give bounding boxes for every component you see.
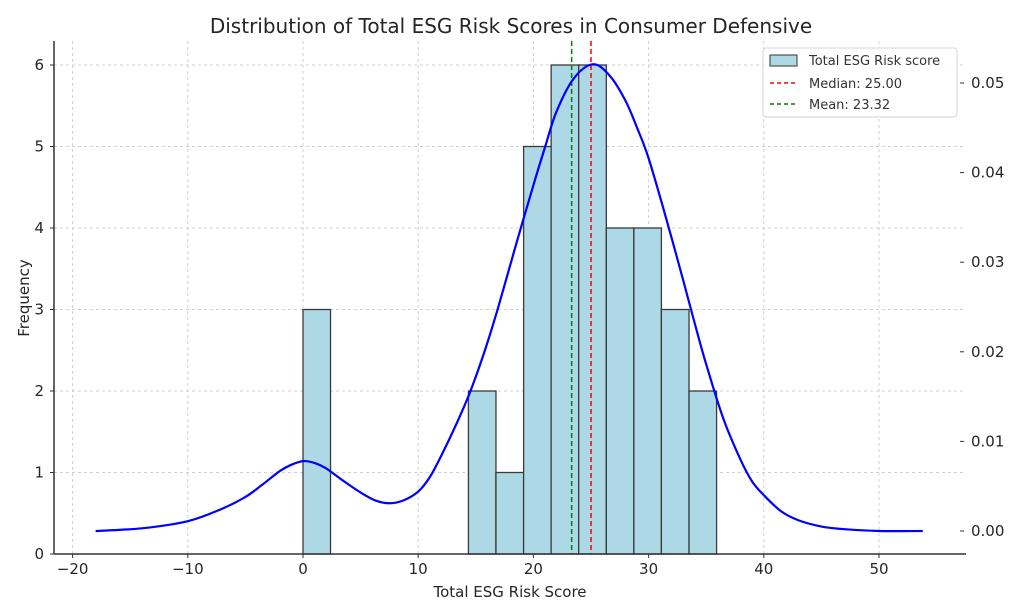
y-axis-label: Frequency xyxy=(15,259,33,337)
x-tick-label: 20 xyxy=(524,560,543,578)
x-axis-ticks: −20 −10 0 10 20 30 40 50 xyxy=(57,554,889,578)
legend-label-histogram: Total ESG Risk score xyxy=(808,54,940,69)
y2-tick-label: 0.00 xyxy=(971,522,1004,540)
histogram-bar xyxy=(467,390,497,555)
y2-tick-label: 0.05 xyxy=(971,74,1004,92)
y-tick-label: 4 xyxy=(34,219,44,237)
y-tick-label: 6 xyxy=(34,56,44,74)
axes xyxy=(53,41,966,555)
x-tick-label: 30 xyxy=(639,560,658,578)
y-tick-label: 1 xyxy=(34,464,44,482)
y-tick-label: 2 xyxy=(34,382,44,400)
y2-axis-ticks: 0.00 0.01 0.02 0.03 0.04 0.05 xyxy=(960,74,1004,540)
y-axis-ticks: 0 1 2 3 4 5 6 xyxy=(34,56,54,563)
histogram-bar xyxy=(495,471,525,555)
reference-lines xyxy=(570,41,592,554)
y2-tick-label: 0.02 xyxy=(971,343,1004,361)
y2-tick-label: 0.03 xyxy=(971,253,1004,271)
x-tick-label: 10 xyxy=(409,560,428,578)
chart-title: Distribution of Total ESG Risk Scores in… xyxy=(210,14,812,38)
histogram-bar xyxy=(550,64,580,555)
legend-label-mean: Mean: 23.32 xyxy=(809,98,890,113)
y-tick-label: 3 xyxy=(34,301,44,319)
x-tick-label: 40 xyxy=(754,560,773,578)
histogram-bars xyxy=(302,64,718,555)
legend-label-median: Median: 25.00 xyxy=(809,77,902,92)
histogram-bar xyxy=(578,64,607,555)
x-tick-label: −10 xyxy=(172,560,204,578)
kde-curve xyxy=(95,63,923,533)
histogram-bar xyxy=(660,308,690,555)
y2-tick-label: 0.01 xyxy=(971,432,1004,450)
legend-box xyxy=(762,47,958,118)
y-tick-label: 0 xyxy=(34,545,44,563)
legend-swatch-histogram xyxy=(769,54,798,67)
grid xyxy=(54,41,966,554)
y2-tick-label: 0.04 xyxy=(971,164,1004,182)
x-tick-label: 50 xyxy=(869,560,888,578)
kde-curve-group xyxy=(95,63,923,533)
legend: Total ESG Risk score Median: 25.00 Mean: 2… xyxy=(762,47,958,118)
y-tick-label: 5 xyxy=(34,138,44,156)
histogram-bar xyxy=(302,308,332,555)
x-tick-label: −20 xyxy=(57,560,89,578)
x-axis-label: Total ESG Risk Score xyxy=(432,583,586,601)
x-tick-label: 0 xyxy=(298,560,308,578)
histogram-bar xyxy=(605,227,635,555)
histogram-bar xyxy=(688,390,718,555)
histogram-bar xyxy=(633,227,663,555)
